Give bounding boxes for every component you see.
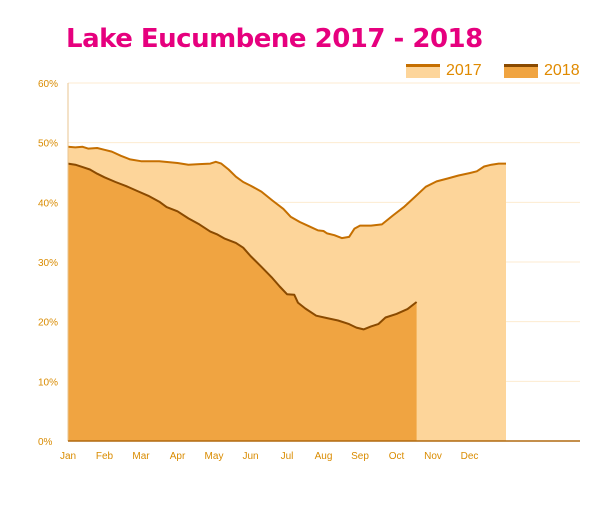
- x-tick-label: Dec: [461, 451, 479, 462]
- legend-item-2018: 2018: [504, 59, 580, 83]
- y-tick-label: 50%: [38, 139, 58, 150]
- x-tick-label: Sep: [351, 451, 369, 462]
- y-tick-label: 60%: [38, 79, 58, 90]
- area-2018: [68, 163, 417, 441]
- legend-swatch-2017: [406, 64, 440, 78]
- legend-label-2018: 2018: [544, 62, 580, 79]
- y-tick-label: 40%: [38, 198, 58, 209]
- x-tick-label: Apr: [170, 451, 186, 462]
- y-tick-label: 0%: [38, 437, 53, 448]
- y-tick-label: 10%: [38, 377, 58, 388]
- legend-swatch-2018: [504, 64, 538, 78]
- x-tick-label: Jan: [60, 451, 76, 462]
- x-tick-label: Feb: [96, 451, 114, 462]
- line-2017: [67, 145, 506, 240]
- x-tick-label: Mar: [132, 451, 150, 462]
- y-tick-label: 30%: [38, 258, 58, 269]
- x-tick-label: Jul: [281, 451, 294, 462]
- y-tick-label: 20%: [38, 318, 58, 329]
- line-2018: [67, 162, 418, 331]
- x-tick-label: May: [205, 451, 224, 462]
- chart-title: Lake Eucumbene 2017 - 2018: [66, 24, 483, 54]
- legend-label-2017: 2017: [446, 62, 482, 79]
- legend-item-2017: 2017: [406, 59, 482, 83]
- x-tick-label: Jun: [242, 451, 258, 462]
- x-tick-label: Aug: [315, 451, 333, 462]
- x-tick-label: Nov: [424, 451, 442, 462]
- x-tick-label: Oct: [389, 451, 405, 462]
